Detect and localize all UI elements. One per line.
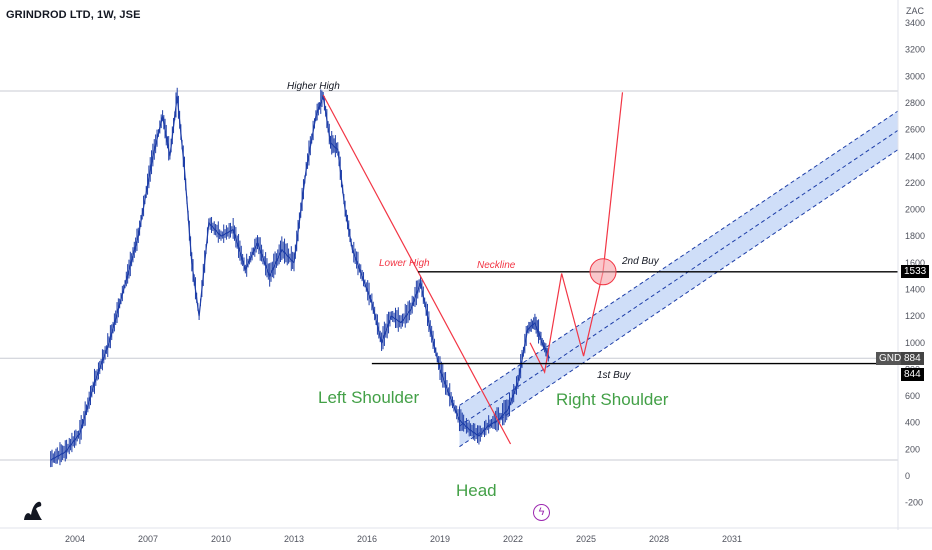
x-tick-label: 2025 [576, 534, 596, 544]
projection-path [529, 92, 624, 374]
y-tick-label: 3000 [905, 71, 925, 81]
y-tick-label: 200 [905, 444, 920, 454]
y-tick-label: 1400 [905, 285, 925, 295]
y-tick-label: 1200 [905, 311, 925, 321]
y-tick-label: 2400 [905, 151, 925, 161]
y-tick-label: 1000 [905, 338, 925, 348]
second-buy-marker [589, 258, 617, 286]
ascending-channel [459, 110, 899, 448]
price-line [50, 93, 551, 461]
y-tick-label: 3400 [905, 18, 925, 28]
y-tick-label: 400 [905, 418, 920, 428]
x-tick-label: 2022 [503, 534, 523, 544]
price-series [50, 87, 551, 468]
tradingview-logo-icon[interactable] [20, 498, 46, 524]
left-shoulder-label: Left Shoulder [318, 388, 419, 407]
x-tick-label: 2028 [649, 534, 669, 544]
y-tick-label: 1800 [905, 231, 925, 241]
neckline-label: Neckline [477, 260, 516, 271]
support-price-tag: 844 [901, 368, 924, 381]
right-shoulder-label: Right Shoulder [556, 390, 669, 409]
x-tick-label: 2007 [138, 534, 158, 544]
symbol-title[interactable]: GRINDROD LTD, 1W, JSE [6, 9, 141, 21]
x-tick-label: 2010 [211, 534, 231, 544]
neckline-price-tag: 1533 [901, 265, 930, 278]
drawings-layer [322, 92, 898, 445]
downtrend-line [322, 94, 512, 445]
last-price-tag: 884 [901, 352, 924, 365]
y-tick-label: 600 [905, 391, 920, 401]
flash-event-icon[interactable]: ϟ [533, 504, 550, 521]
x-tick-label: 2019 [430, 534, 450, 544]
lower-high-label: Lower High [379, 258, 430, 269]
y-tick-label: 2600 [905, 125, 925, 135]
first-buy-label: 1st Buy [597, 370, 631, 381]
y-tick-label: 2200 [905, 178, 925, 188]
x-tick-label: 2016 [357, 534, 377, 544]
head-label: Head [456, 481, 497, 500]
channel-lower-line [459, 149, 899, 448]
y-tick-label: 3200 [905, 45, 925, 55]
symbol-price-label: GND [876, 352, 905, 365]
grid-layer [0, 90, 898, 461]
y-tick-label: 1600 [905, 258, 925, 268]
second-buy-label: 2nd Buy [621, 256, 660, 267]
y-tick-label: 2800 [905, 98, 925, 108]
y-tick-label: 2000 [905, 205, 925, 215]
x-tick-label: 2031 [722, 534, 742, 544]
y-tick-label: -200 [905, 498, 923, 508]
higher-high-label: Higher High [287, 81, 340, 92]
annotations-layer: Higher High Lower High Neckline 2nd Buy 1st … [287, 81, 669, 500]
currency-unit: ZAC [906, 6, 924, 16]
x-tick-label: 2013 [284, 534, 304, 544]
symbol-name: GND [879, 353, 902, 364]
x-tick-label: 2004 [65, 534, 85, 544]
y-tick-label: 0 [905, 471, 910, 481]
channel-fill [459, 110, 898, 447]
